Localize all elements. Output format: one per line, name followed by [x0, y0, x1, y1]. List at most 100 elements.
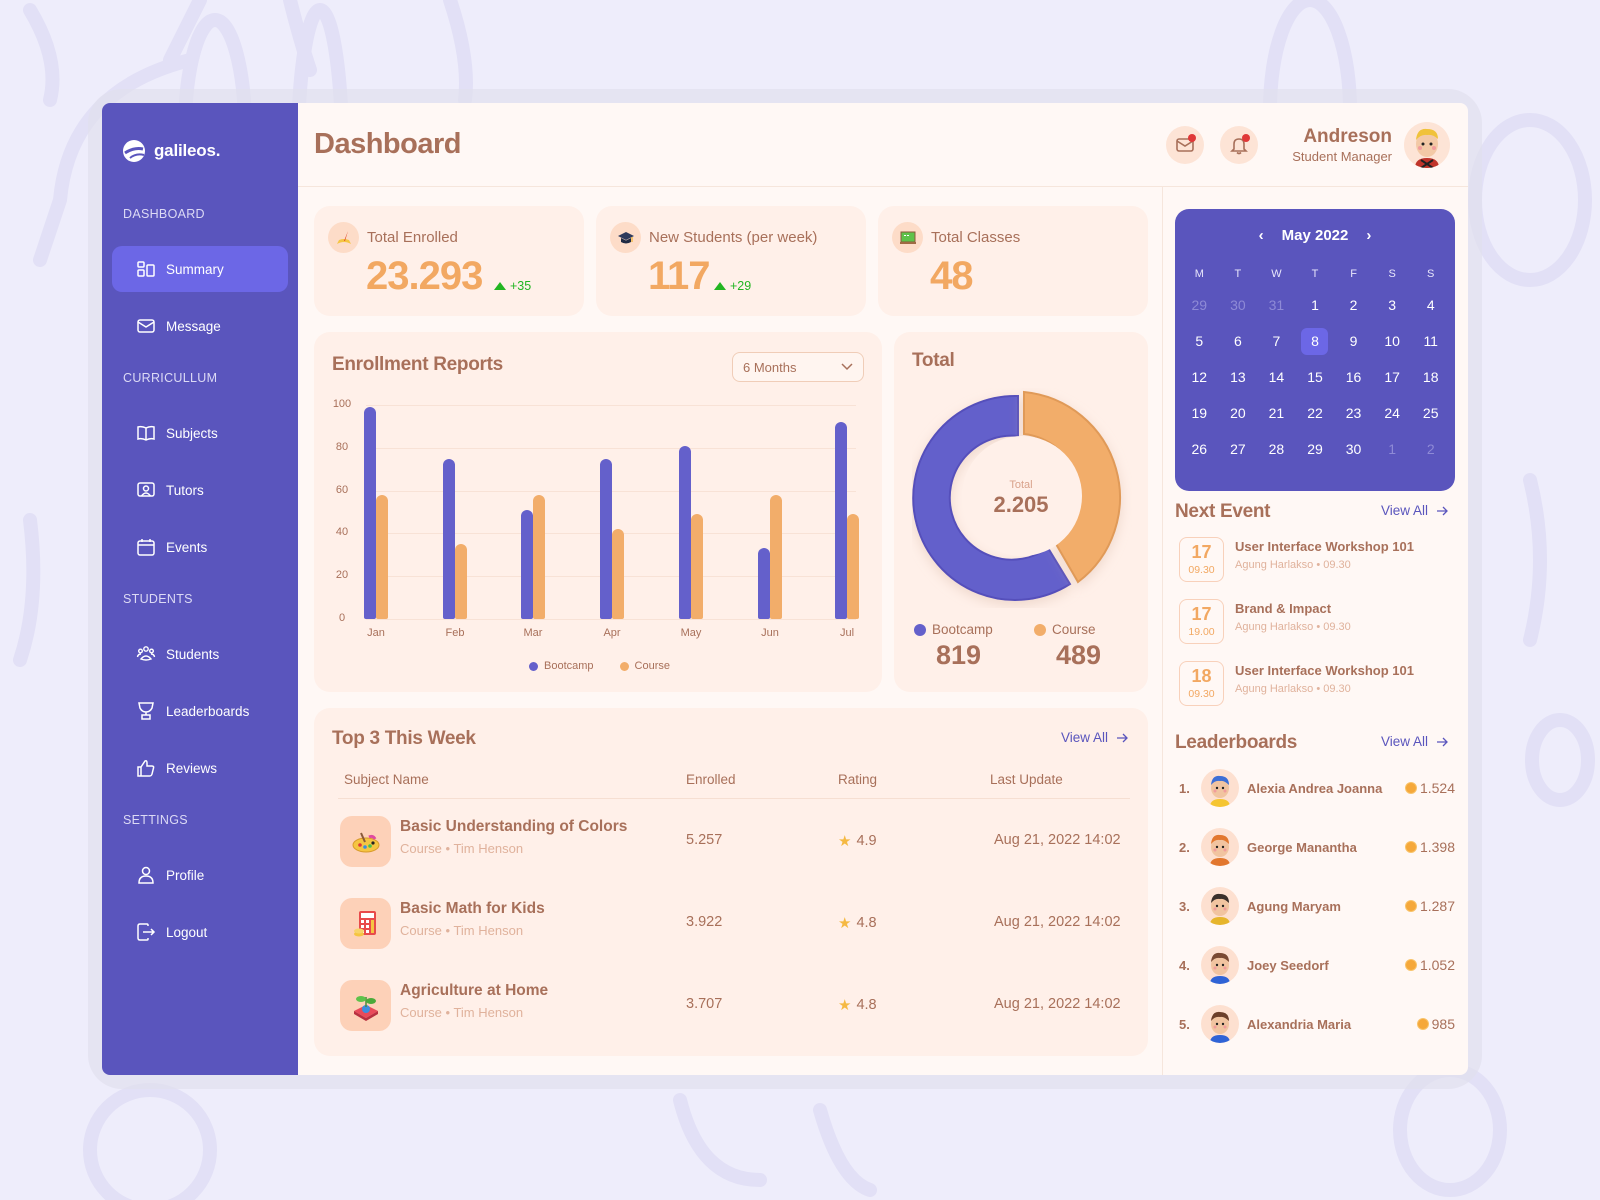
user-avatar[interactable] [1404, 121, 1450, 168]
table-row[interactable]: Agriculture at Home Course • Tim Henson … [314, 976, 1148, 1036]
calendar-day[interactable]: 27 [1230, 441, 1246, 457]
calendar-day[interactable]: 25 [1422, 405, 1439, 421]
bar-course-feb[interactable] [455, 544, 467, 619]
messages-button[interactable] [1166, 125, 1205, 164]
table-row[interactable]: Basic Understanding of Colors Course • T… [314, 812, 1148, 872]
bar-bootcamp-jul[interactable] [835, 422, 847, 619]
event-item[interactable]: 18 09.30 User Interface Workshop 101 Agu… [1179, 661, 1459, 709]
calendar-next-button[interactable]: › [1366, 227, 1372, 244]
unread-dot [1242, 133, 1251, 142]
calendar-day[interactable]: 11 [1423, 333, 1438, 349]
calendar-day[interactable]: 1 [1388, 441, 1397, 457]
calendar-day[interactable]: 24 [1384, 405, 1400, 421]
leaderboard-row[interactable]: 2. George Manantha 1.398 [1179, 827, 1455, 867]
calendar-day[interactable]: 4 [1426, 297, 1435, 313]
period-select[interactable]: 6 Months [732, 352, 864, 382]
calendar-day[interactable]: 21 [1268, 405, 1285, 421]
column-subject-name[interactable]: Subject Name [344, 772, 429, 787]
calendar-day[interactable]: 26 [1191, 441, 1208, 457]
y-tick-label: 20 [335, 569, 349, 582]
bar-bootcamp-mar[interactable] [521, 509, 533, 619]
calendar-day[interactable]: 17 [1384, 369, 1400, 385]
calendar-day[interactable]: 5 [1195, 333, 1204, 349]
sidebar-item-logout[interactable]: Logout [112, 909, 288, 955]
notifications-button[interactable] [1220, 125, 1259, 164]
calendar-day[interactable]: 16 [1345, 369, 1362, 385]
user-icon [138, 866, 154, 884]
column-enrolled[interactable]: Enrolled [686, 772, 736, 787]
calendar-day[interactable]: 31 [1268, 297, 1285, 313]
sidebar-item-students[interactable]: Students [112, 631, 288, 677]
column-rating[interactable]: Rating [838, 772, 878, 787]
calendar-day[interactable]: 18 [1422, 369, 1439, 385]
bar-course-jul[interactable] [847, 514, 859, 619]
calendar-day-selected[interactable]: 8 [1296, 323, 1335, 359]
table-row[interactable]: Basic Math for Kids Course • Tim Henson … [314, 894, 1148, 954]
x-tick-label: Jun [761, 627, 779, 639]
column-last-update[interactable]: Last Update [990, 772, 1063, 787]
bar-bootcamp-jan[interactable] [364, 407, 376, 619]
calendar-day[interactable]: 29 [1307, 441, 1323, 457]
event-day: 17 [1191, 542, 1212, 562]
leaderboards-view-all-link[interactable]: View All [1381, 734, 1448, 749]
calendar-day[interactable]: 29 [1191, 297, 1208, 313]
calendar-day[interactable]: 19 [1191, 405, 1208, 421]
brand-logo[interactable]: galileos. [102, 137, 298, 165]
calendar-day[interactable]: 22 [1307, 405, 1323, 421]
palette-icon [340, 816, 391, 867]
calendar-day[interactable]: 6 [1233, 333, 1242, 349]
bar-bootcamp-may[interactable] [679, 445, 691, 619]
sidebar-item-subjects[interactable]: Subjects [112, 410, 288, 456]
arrow-right-icon [1117, 733, 1128, 742]
stat-value: 23.293 [366, 254, 483, 298]
leaderboard-row[interactable]: 1. Alexia Andrea Joanna 1.524 [1179, 768, 1455, 808]
events-view-all-link[interactable]: View All [1381, 503, 1448, 518]
calendar-prev-button[interactable]: ‹ [1258, 227, 1264, 244]
enrollment-reports-card: Enrollment Reports 6 Months 0 20 40 60 80 100… [314, 332, 882, 692]
calendar-day[interactable]: 15 [1307, 369, 1323, 385]
sidebar-item-tutors[interactable]: Tutors [112, 467, 288, 513]
x-tick-label: Jul [839, 627, 855, 639]
calendar-day[interactable]: 1 [1311, 297, 1319, 313]
rating-value: 4.9 [856, 833, 877, 849]
bar-course-may[interactable] [691, 514, 703, 619]
bar-course-jun[interactable] [770, 494, 782, 619]
calendar-day[interactable]: 30 [1345, 441, 1362, 457]
calendar-day[interactable]: 9 [1349, 333, 1358, 349]
calendar-day[interactable]: 14 [1268, 369, 1285, 385]
leaderboard-row[interactable]: 5. Alexandria Maria 985 [1179, 1004, 1455, 1044]
legend-dot-course [1034, 623, 1046, 636]
event-item[interactable]: 17 09.30 User Interface Workshop 101 Agu… [1179, 537, 1459, 585]
calendar-day[interactable]: 13 [1230, 369, 1246, 385]
calendar-day[interactable]: 28 [1268, 441, 1285, 457]
bar-bootcamp-jun[interactable] [758, 548, 770, 619]
leaderboard-row[interactable]: 3. Agung Maryam 1.287 [1179, 886, 1455, 926]
sidebar-item-message[interactable]: Message [112, 303, 288, 349]
user-name: Andreson [1303, 125, 1392, 147]
calendar-day[interactable]: 10 [1384, 333, 1400, 349]
bar-bootcamp-apr[interactable] [600, 458, 612, 619]
calendar-day[interactable]: 20 [1230, 405, 1246, 421]
bar-course-apr[interactable] [612, 529, 624, 619]
calendar-day[interactable]: 23 [1345, 405, 1362, 421]
calendar-day[interactable]: 3 [1388, 297, 1397, 313]
leaderboard-row[interactable]: 4. Joey Seedorf 1.052 [1179, 945, 1455, 985]
bar-course-jan[interactable] [376, 494, 388, 619]
sidebar-item-events[interactable]: Events [112, 524, 288, 570]
sidebar-item-summary[interactable]: Summary [112, 246, 288, 292]
next-event-title: Next Event [1175, 501, 1271, 522]
score: 1.052 [1404, 957, 1455, 973]
event-item[interactable]: 17 19.00 Brand & Impact Agung Harlakso •… [1179, 599, 1459, 647]
calendar-day[interactable]: 30 [1230, 297, 1246, 313]
event-meta: Agung Harlakso • 09.30 [1235, 683, 1351, 695]
calendar-day[interactable]: 2 [1426, 441, 1435, 457]
calendar-day[interactable]: 12 [1191, 369, 1208, 385]
calendar-day[interactable]: 2 [1349, 297, 1358, 313]
sidebar-item-profile[interactable]: Profile [112, 852, 288, 898]
bar-course-mar[interactable] [533, 494, 545, 619]
sidebar-item-leaderboards[interactable]: Leaderboards [112, 688, 288, 734]
sidebar-item-reviews[interactable]: Reviews [112, 745, 288, 791]
calendar-day[interactable]: 7 [1272, 333, 1281, 349]
top3-view-all-link[interactable]: View All [1061, 730, 1128, 745]
bar-bootcamp-feb[interactable] [443, 458, 455, 619]
